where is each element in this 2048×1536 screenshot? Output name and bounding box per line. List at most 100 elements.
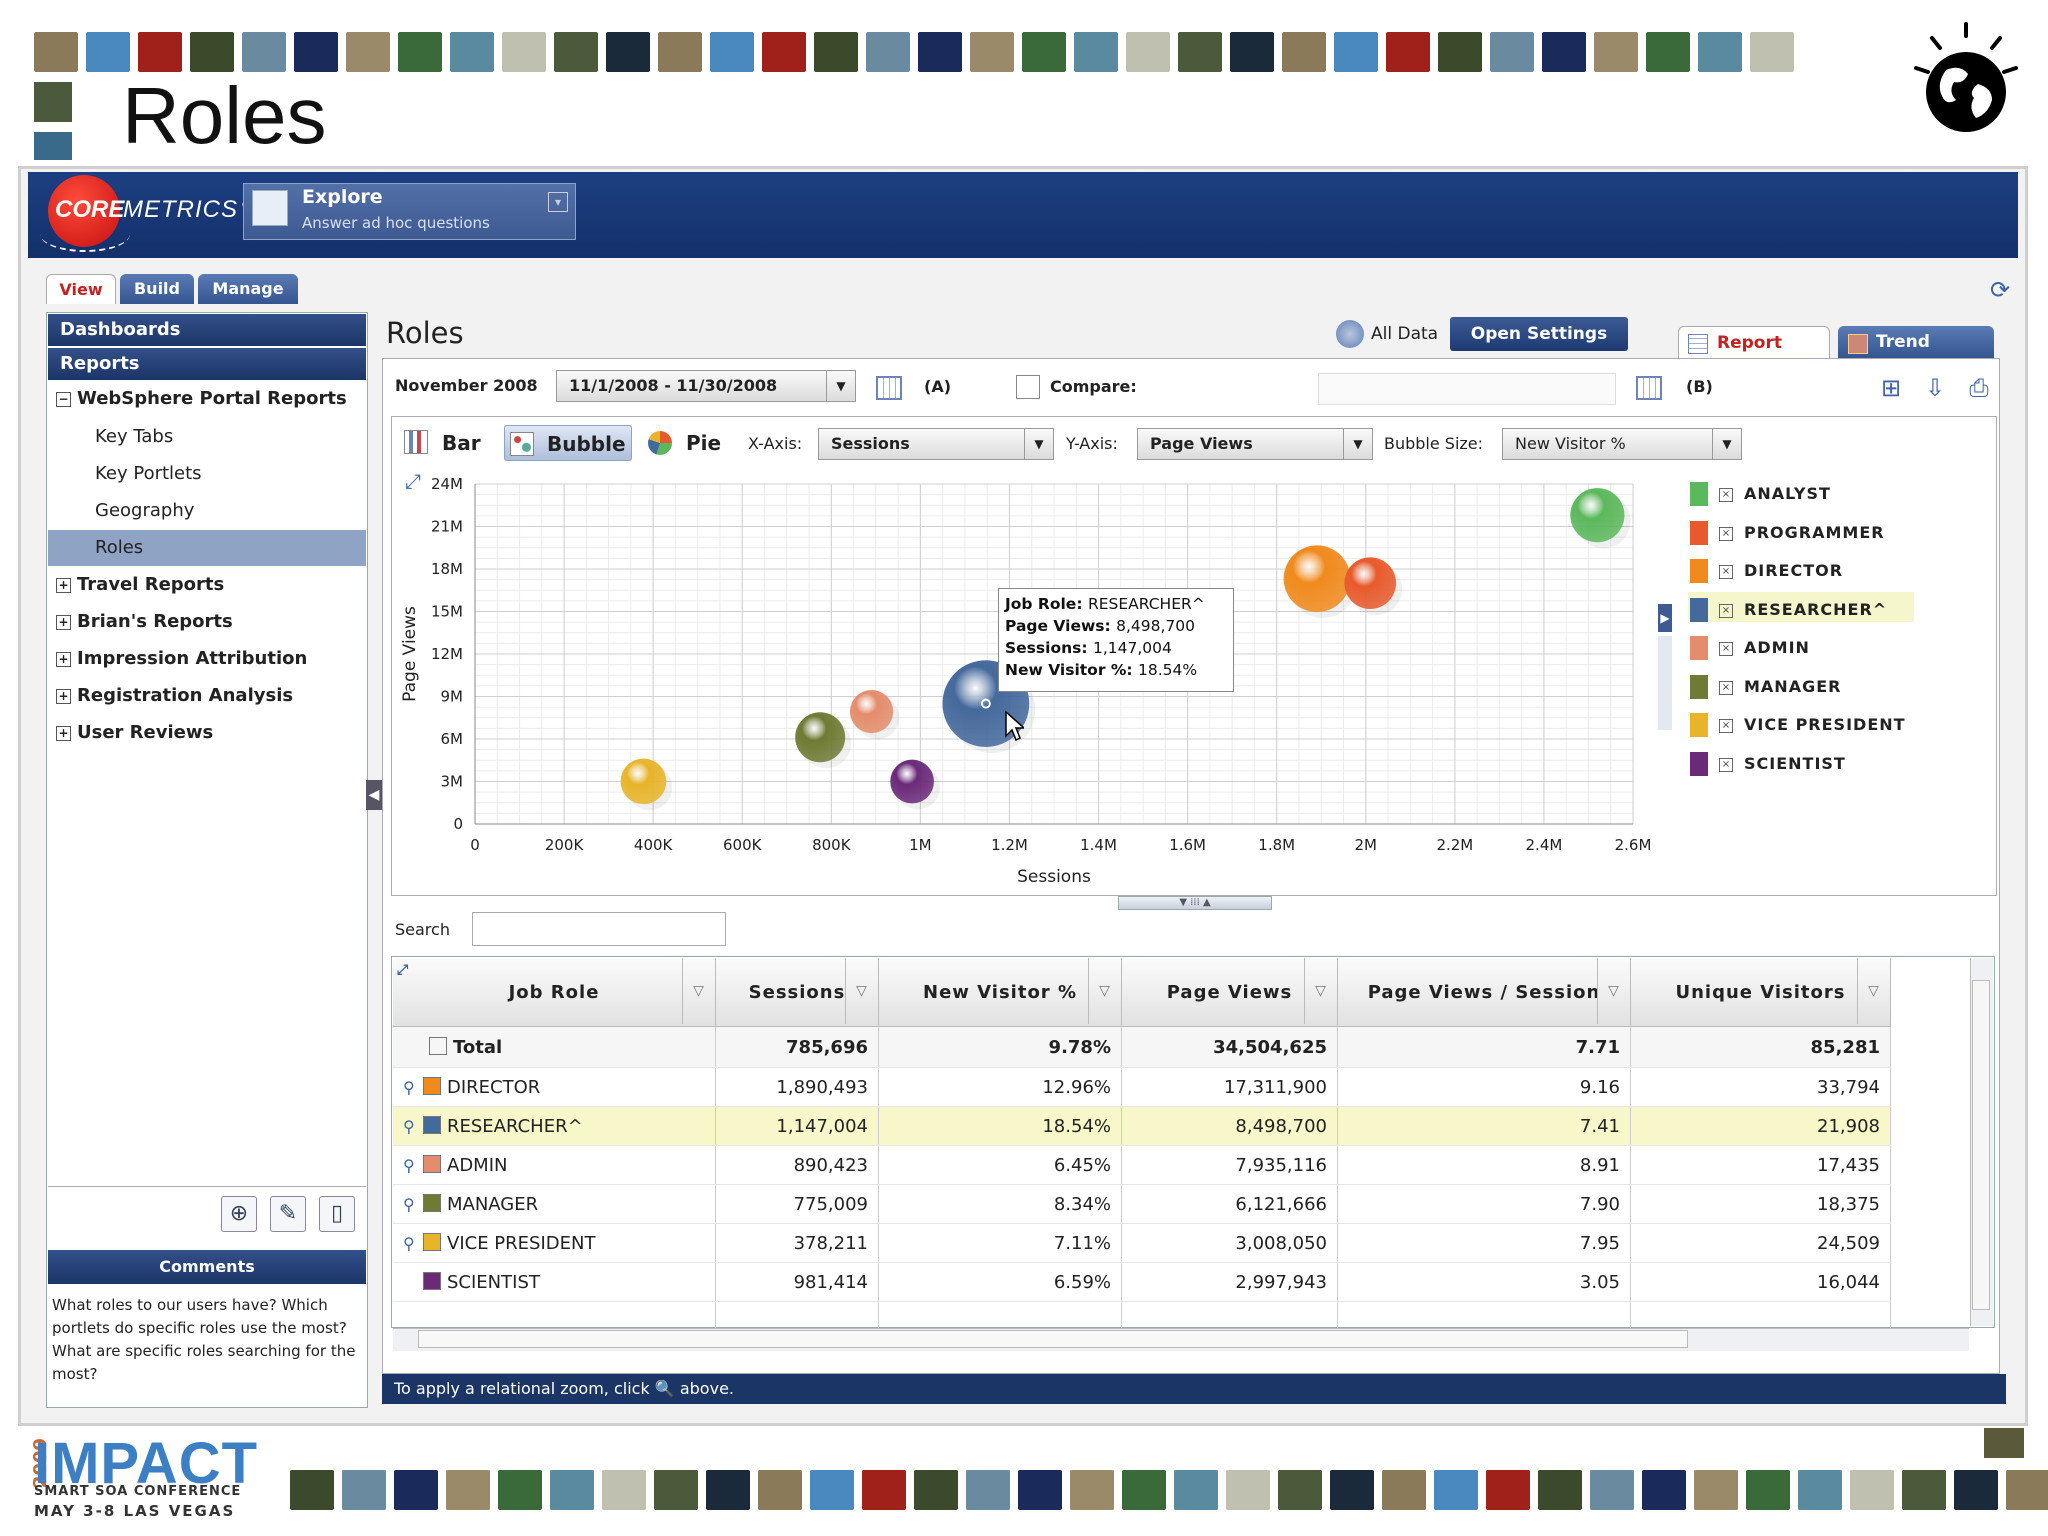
bubble-size-select[interactable]: New Visitor % ▼ [1502,428,1742,460]
chart-type-bar[interactable]: Bar [404,425,481,461]
collapse-icon[interactable]: − [56,392,71,407]
filter-icon[interactable]: ▽ [845,958,878,1024]
zoom-icon[interactable]: ⚲ [403,1077,415,1097]
tab-build[interactable]: Build [120,274,194,304]
unique-visitors-cell: 17,435 [1630,1145,1891,1185]
legend-item[interactable]: MANAGER [1744,676,1842,696]
legend-toggle-icon[interactable]: × [1719,565,1733,579]
filter-icon[interactable]: ▽ [1088,958,1121,1024]
sidebar-group-travel[interactable]: + Travel Reports [56,574,224,595]
sidebar-item-geography[interactable]: Geography [95,500,195,521]
chevron-down-icon: ▼ [1343,429,1372,459]
legend-item[interactable]: DIRECTOR [1744,561,1844,580]
sidebar-dashboards-header[interactable]: Dashboards [48,314,366,346]
zoom-icon[interactable]: ⚲ [403,1116,415,1136]
sidebar-group-impression[interactable]: + Impression Attribution [56,648,307,669]
legend-swatch [1690,482,1708,506]
chart-type-pie[interactable]: Pie [648,425,721,461]
download-icon[interactable]: ⇩ [1924,374,1946,402]
row-checkbox[interactable] [423,1193,441,1212]
zoom-icon[interactable]: ⚲ [403,1194,415,1214]
column-header-unique-visitors[interactable]: Unique Visitors ▽ [1630,958,1891,1027]
legend-item[interactable]: ANALYST [1744,484,1831,503]
row-checkbox[interactable] [423,1154,441,1173]
delete-icon[interactable]: ▯ [319,1196,355,1232]
table-row[interactable]: ⚲ RESEARCHER^ 1,147,004 18.54% 8,498,700 7.41… [393,1106,1891,1146]
row-checkbox[interactable] [423,1271,441,1290]
table-row[interactable]: ⚲ ADMIN 890,423 6.45% 7,935,116 8.91 17,435 [393,1145,1891,1185]
compare-range-select[interactable] [1318,373,1616,405]
legend-toggle-icon[interactable]: × [1719,680,1733,695]
legend-toggle-icon[interactable]: × [1719,488,1733,502]
filter-icon[interactable]: ▽ [1304,958,1337,1024]
print-icon[interactable]: ⎙ [1969,374,1989,402]
select-all-checkbox[interactable] [429,1036,447,1055]
legend-toggle-icon[interactable]: × [1719,642,1733,656]
column-header-job-role[interactable]: ⤢ Job Role ▽ [393,958,716,1027]
expand-icon[interactable]: + [56,689,71,704]
table-row[interactable]: ⚲ DIRECTOR 1,890,493 12.96% 17,311,900 9.16 33… [393,1067,1891,1107]
table-row[interactable]: ⚲ VICE PRESIDENT 378,211 7.11% 3,008,050 7.95… [393,1223,1891,1263]
legend-item[interactable]: PROGRAMMER [1744,522,1885,542]
filter-icon[interactable]: ▽ [1597,958,1630,1024]
expand-icon[interactable]: + [56,726,71,741]
legend-toggle-icon[interactable]: × [1719,757,1733,772]
chevron-down-icon[interactable]: ▾ [548,192,568,212]
legend-scrollbar[interactable] [1658,636,1672,730]
column-header-sessions[interactable]: Sessions ▽ [715,958,879,1027]
row-checkbox[interactable] [423,1232,441,1251]
calendar-icon[interactable] [1636,376,1662,400]
column-header-page-views[interactable]: Page Views ▽ [1121,958,1338,1027]
refresh-icon[interactable]: ⟳ [1990,276,2011,304]
row-checkbox[interactable] [423,1115,441,1134]
legend-toggle[interactable]: ▶ [1658,604,1672,632]
sidebar-group-websphere[interactable]: − WebSphere Portal Reports [56,388,347,409]
open-settings-button[interactable]: Open Settings [1450,317,1628,351]
filter-icon[interactable]: ▽ [682,958,715,1024]
sidebar-group-registration[interactable]: + Registration Analysis [56,685,293,706]
edit-icon[interactable]: ✎ [270,1196,306,1232]
table-row[interactable]: ⚲ MANAGER 775,009 8.34% 6,121,666 7.90 18,375 [393,1184,1891,1224]
legend-toggle-icon[interactable]: × [1719,603,1733,618]
expand-icon[interactable]: + [56,615,71,630]
expand-grid-icon[interactable]: ⤢ [397,962,410,978]
sidebar-group-brians[interactable]: + Brian's Reports [56,611,233,632]
compare-checkbox[interactable] [1016,375,1040,399]
tab-manage[interactable]: Manage [198,274,298,304]
explore-selector[interactable] [243,183,576,240]
all-data-label: All Data [1371,324,1439,344]
legend-toggle-icon[interactable]: × [1719,526,1733,541]
sidebar-group-user-reviews[interactable]: + User Reviews [56,722,213,743]
tab-view[interactable]: View [46,274,116,304]
legend-item[interactable]: SCIENTIST [1744,753,1846,773]
layout-icon[interactable]: ⊞ [1880,374,1902,402]
expand-icon[interactable]: + [56,652,71,667]
zoom-icon[interactable]: ⚲ [403,1233,415,1253]
horizontal-scroll-thumb[interactable] [418,1330,1688,1348]
legend-toggle-icon[interactable]: × [1719,719,1733,733]
sidebar-collapse-handle[interactable]: ◀ [366,780,382,810]
vertical-scroll-thumb[interactable] [1972,980,1990,1310]
sidebar-item-key-tabs[interactable]: Key Tabs [95,426,174,447]
table-row[interactable]: SCIENTIST 981,414 6.59% 2,997,943 3.05 16,044 [393,1262,1891,1302]
filter-icon[interactable]: ▽ [1857,958,1890,1024]
sidebar-item-key-portlets[interactable]: Key Portlets [95,463,202,484]
legend-item[interactable]: VICE PRESIDENT [1744,715,1906,734]
search-input[interactable] [472,912,726,946]
panel-splitter[interactable]: ▼ ⁞⁞⁞ ▲ [1118,896,1272,910]
column-header-new-visitor[interactable]: New Visitor % ▽ [878,958,1122,1027]
expand-icon[interactable]: + [56,578,71,593]
legend-item[interactable]: ADMIN [1744,638,1810,657]
bubble-admin [849,689,894,734]
y-axis-select[interactable]: Page Views ▼ [1137,428,1373,460]
add-button[interactable]: ⊕ [221,1196,257,1232]
legend-item[interactable]: RESEARCHER^ [1744,599,1888,619]
calendar-icon[interactable] [876,376,902,400]
date-range-select[interactable]: 11/1/2008 - 11/30/2008 ▼ [556,370,856,402]
sidebar-reports-header[interactable]: Reports [48,348,366,380]
column-header-pv-per-session[interactable]: Page Views / Session ▽ [1337,958,1631,1027]
sidebar-item-roles[interactable]: Roles [95,537,144,558]
zoom-icon[interactable]: ⚲ [403,1155,415,1175]
x-axis-select[interactable]: Sessions ▼ [818,428,1054,460]
row-checkbox[interactable] [423,1076,441,1095]
